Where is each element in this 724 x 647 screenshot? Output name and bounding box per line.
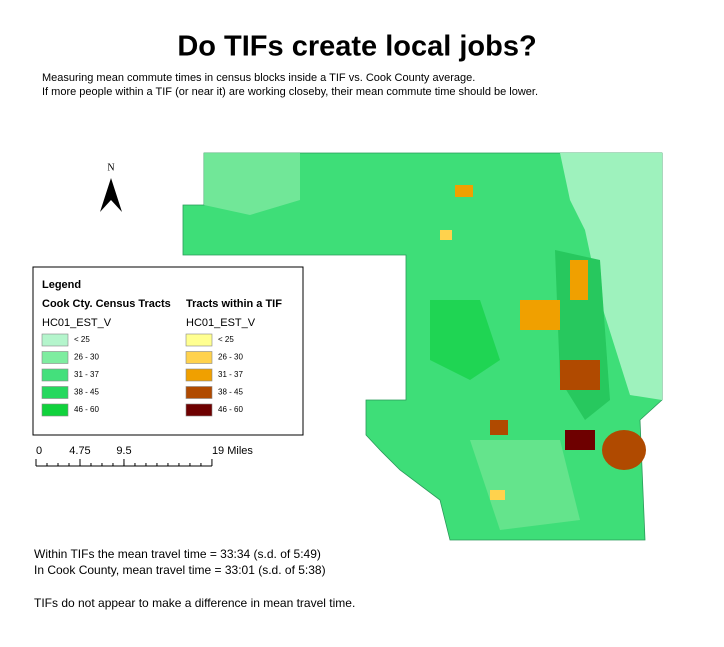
legend-swatch	[41, 333, 69, 347]
legend-label: 26 - 30	[74, 353, 99, 362]
legend-group-title: Cook Cty. Census Tracts	[42, 298, 171, 310]
note: In Cook County, mean travel time = 33:01…	[34, 563, 326, 577]
legend-swatch	[41, 368, 69, 382]
note: Within TIFs the mean travel time = 33:34…	[34, 547, 321, 561]
title: Do TIFs create local jobs?	[177, 31, 536, 63]
scale-bar: 0 4.75 9.5 19 Miles	[35, 445, 253, 467]
legend-groups: Cook Cty. Census Tracts HC01_EST_V < 25 26 …	[41, 298, 282, 417]
note: TIFs do not appear to make a difference …	[34, 596, 355, 610]
legend-label: < 25	[74, 335, 90, 344]
legend-swatch	[41, 403, 69, 417]
legend-group-title: Tracts within a TIF	[186, 298, 282, 310]
legend-swatch	[185, 351, 213, 364]
legend-swatch	[185, 333, 213, 347]
legend-label: 38 - 45	[74, 388, 99, 397]
legend-field: HC01_EST_V	[186, 317, 256, 329]
county-map	[182, 152, 663, 541]
legend-label: 38 - 45	[218, 388, 243, 397]
legend-field: HC01_EST_V	[42, 317, 112, 329]
legend-swatch	[185, 386, 213, 399]
legend-label: 31 - 37	[218, 370, 243, 379]
subtitle: If more people within a TIF (or near it)…	[42, 86, 538, 98]
north-label: N	[107, 162, 114, 173]
subtitle: Measuring mean commute times in census b…	[42, 72, 475, 84]
legend-swatch	[41, 386, 69, 399]
north-arrow	[100, 178, 122, 212]
legend-label: 46 - 60	[218, 405, 243, 414]
legend-label: 46 - 60	[74, 405, 99, 414]
scale-label: 9.5	[116, 445, 131, 457]
legend-swatch	[41, 351, 69, 364]
legend-label: 31 - 37	[74, 370, 99, 379]
legend-swatch	[185, 403, 213, 417]
legend-box	[32, 266, 304, 436]
scale-label: 0	[36, 445, 42, 457]
legend-swatch	[185, 368, 213, 382]
scale-label: 19 Miles	[212, 445, 253, 457]
legend-label: < 25	[218, 335, 234, 344]
scale-label: 4.75	[69, 445, 90, 457]
legend-label: 26 - 30	[218, 353, 243, 362]
legend-title: Legend	[42, 279, 81, 291]
